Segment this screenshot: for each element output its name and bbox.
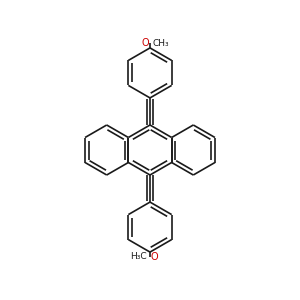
Text: O: O xyxy=(151,252,158,262)
Text: CH₃: CH₃ xyxy=(153,39,169,48)
Text: O: O xyxy=(142,38,149,48)
Text: H₃C: H₃C xyxy=(130,252,147,261)
